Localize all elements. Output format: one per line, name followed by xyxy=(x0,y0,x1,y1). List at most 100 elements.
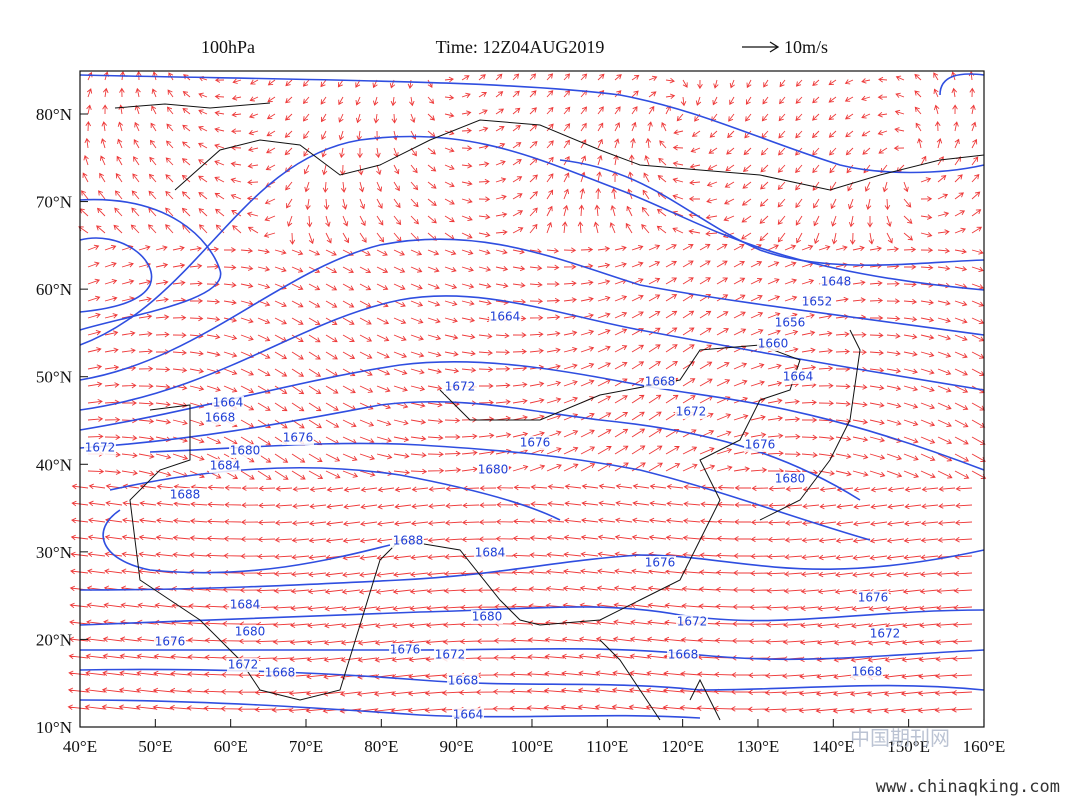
label-halo xyxy=(820,275,852,289)
contour xyxy=(79,699,701,719)
label-halo xyxy=(154,635,186,649)
contour-label: 1656 xyxy=(775,316,806,330)
label-halo xyxy=(264,666,296,680)
wind-field xyxy=(67,70,987,714)
label-halo xyxy=(209,459,241,473)
label-halo xyxy=(489,310,521,324)
label-halo xyxy=(229,598,261,612)
contour-label: 1660 xyxy=(758,337,789,351)
y-tick-label: 40°N xyxy=(36,455,72,474)
watermark: 中国期刊网 xyxy=(850,726,950,750)
label-halo xyxy=(676,615,708,629)
label-halo xyxy=(234,625,266,639)
contour-label: 1676 xyxy=(645,556,676,570)
x-tick-label: 60°E xyxy=(214,737,248,756)
label-halo xyxy=(477,463,509,477)
label-halo xyxy=(851,665,883,679)
label-halo xyxy=(644,375,676,389)
time-stamp: Time: 12Z04AUG2019 xyxy=(436,37,605,57)
contour-label: 1680 xyxy=(230,444,261,458)
contour-label: 1680 xyxy=(775,472,806,486)
scale-arrow xyxy=(742,41,780,53)
label-halo xyxy=(434,648,466,662)
contour xyxy=(79,400,861,501)
contour-label: 1648 xyxy=(821,275,852,289)
label-halo xyxy=(452,708,484,722)
label-halo xyxy=(519,436,551,450)
contour-label: 1676 xyxy=(155,635,186,649)
x-tick-label: 160°E xyxy=(963,737,1006,756)
label-halo xyxy=(675,405,707,419)
contour-label: 1664 xyxy=(453,708,484,722)
label-halo xyxy=(644,556,676,570)
label-halo xyxy=(774,316,806,330)
contour-label: 1668 xyxy=(205,411,236,425)
contour xyxy=(79,647,985,661)
contour xyxy=(79,135,985,346)
contour xyxy=(79,198,222,331)
contour-label: 1664 xyxy=(213,396,244,410)
contour-label: 1672 xyxy=(870,627,901,641)
label-halo xyxy=(169,488,201,502)
x-tick-label: 100°E xyxy=(511,737,554,756)
coastline xyxy=(114,102,985,191)
contour-label: 1680 xyxy=(478,463,509,477)
x-tick-label: 110°E xyxy=(586,737,628,756)
contour-label: 1676 xyxy=(390,643,421,657)
scale-label: 10m/s xyxy=(784,37,828,57)
contour-label: 1672 xyxy=(445,380,476,394)
contour-label: 1684 xyxy=(230,598,261,612)
x-tick-label: 50°E xyxy=(138,737,172,756)
contour-label: 1676 xyxy=(745,438,776,452)
label-halo xyxy=(392,534,424,548)
contour xyxy=(79,295,985,411)
label-halo xyxy=(667,648,699,662)
contour xyxy=(109,466,561,521)
x-tick-label: 150°E xyxy=(887,737,930,756)
label-halo xyxy=(744,438,776,452)
y-tick-label: 60°N xyxy=(36,280,72,299)
label-halo xyxy=(801,295,833,309)
label-halo xyxy=(869,627,901,641)
contour-label: 1688 xyxy=(393,534,424,548)
coastline xyxy=(129,344,801,701)
contour-label: 1680 xyxy=(472,610,503,624)
contour-label: 1684 xyxy=(475,546,506,560)
contour xyxy=(79,606,985,626)
x-tick-label: 140°E xyxy=(812,737,855,756)
label-halo xyxy=(774,472,806,486)
label-halo xyxy=(474,546,506,560)
y-tick-label: 10°N xyxy=(36,718,72,737)
contour xyxy=(79,238,985,381)
contour-label: 1668 xyxy=(265,666,296,680)
contour-label: 1676 xyxy=(283,431,314,445)
contour-label: 1676 xyxy=(520,436,551,450)
contour-label: 1672 xyxy=(228,658,259,672)
label-halo xyxy=(84,441,116,455)
axes: 80°N 70°N 60°N 50°N 40°N 30°N 20°N 10°N40°E 50°E… xyxy=(36,105,1005,756)
label-halo xyxy=(227,658,259,672)
x-tick-label: 40°E xyxy=(63,737,97,756)
label-halo xyxy=(857,591,889,605)
contour-label: 1672 xyxy=(677,615,708,629)
label-halo xyxy=(471,610,503,624)
label-halo xyxy=(204,411,236,425)
y-tick-label: 30°N xyxy=(36,543,72,562)
contour-label: 1664 xyxy=(783,370,814,384)
x-tick-label: 120°E xyxy=(661,737,704,756)
label-halo xyxy=(212,396,244,410)
y-tick-label: 50°N xyxy=(36,368,72,387)
pressure-level: 100hPa xyxy=(201,37,255,57)
contour-label: 1688 xyxy=(170,488,201,502)
contour-label: 1668 xyxy=(852,665,883,679)
contour-labels: 1648165216561660166416641668167216761680… xyxy=(84,275,901,722)
coastline xyxy=(599,329,861,721)
contour xyxy=(939,73,985,96)
wind-arrows xyxy=(67,70,987,714)
contour-label: 1672 xyxy=(85,441,116,455)
y-tick-label: 80°N xyxy=(36,105,72,124)
contour-label: 1680 xyxy=(235,625,266,639)
label-halo xyxy=(389,643,421,657)
label-halo xyxy=(229,444,261,458)
contour-label: 1668 xyxy=(448,674,479,688)
